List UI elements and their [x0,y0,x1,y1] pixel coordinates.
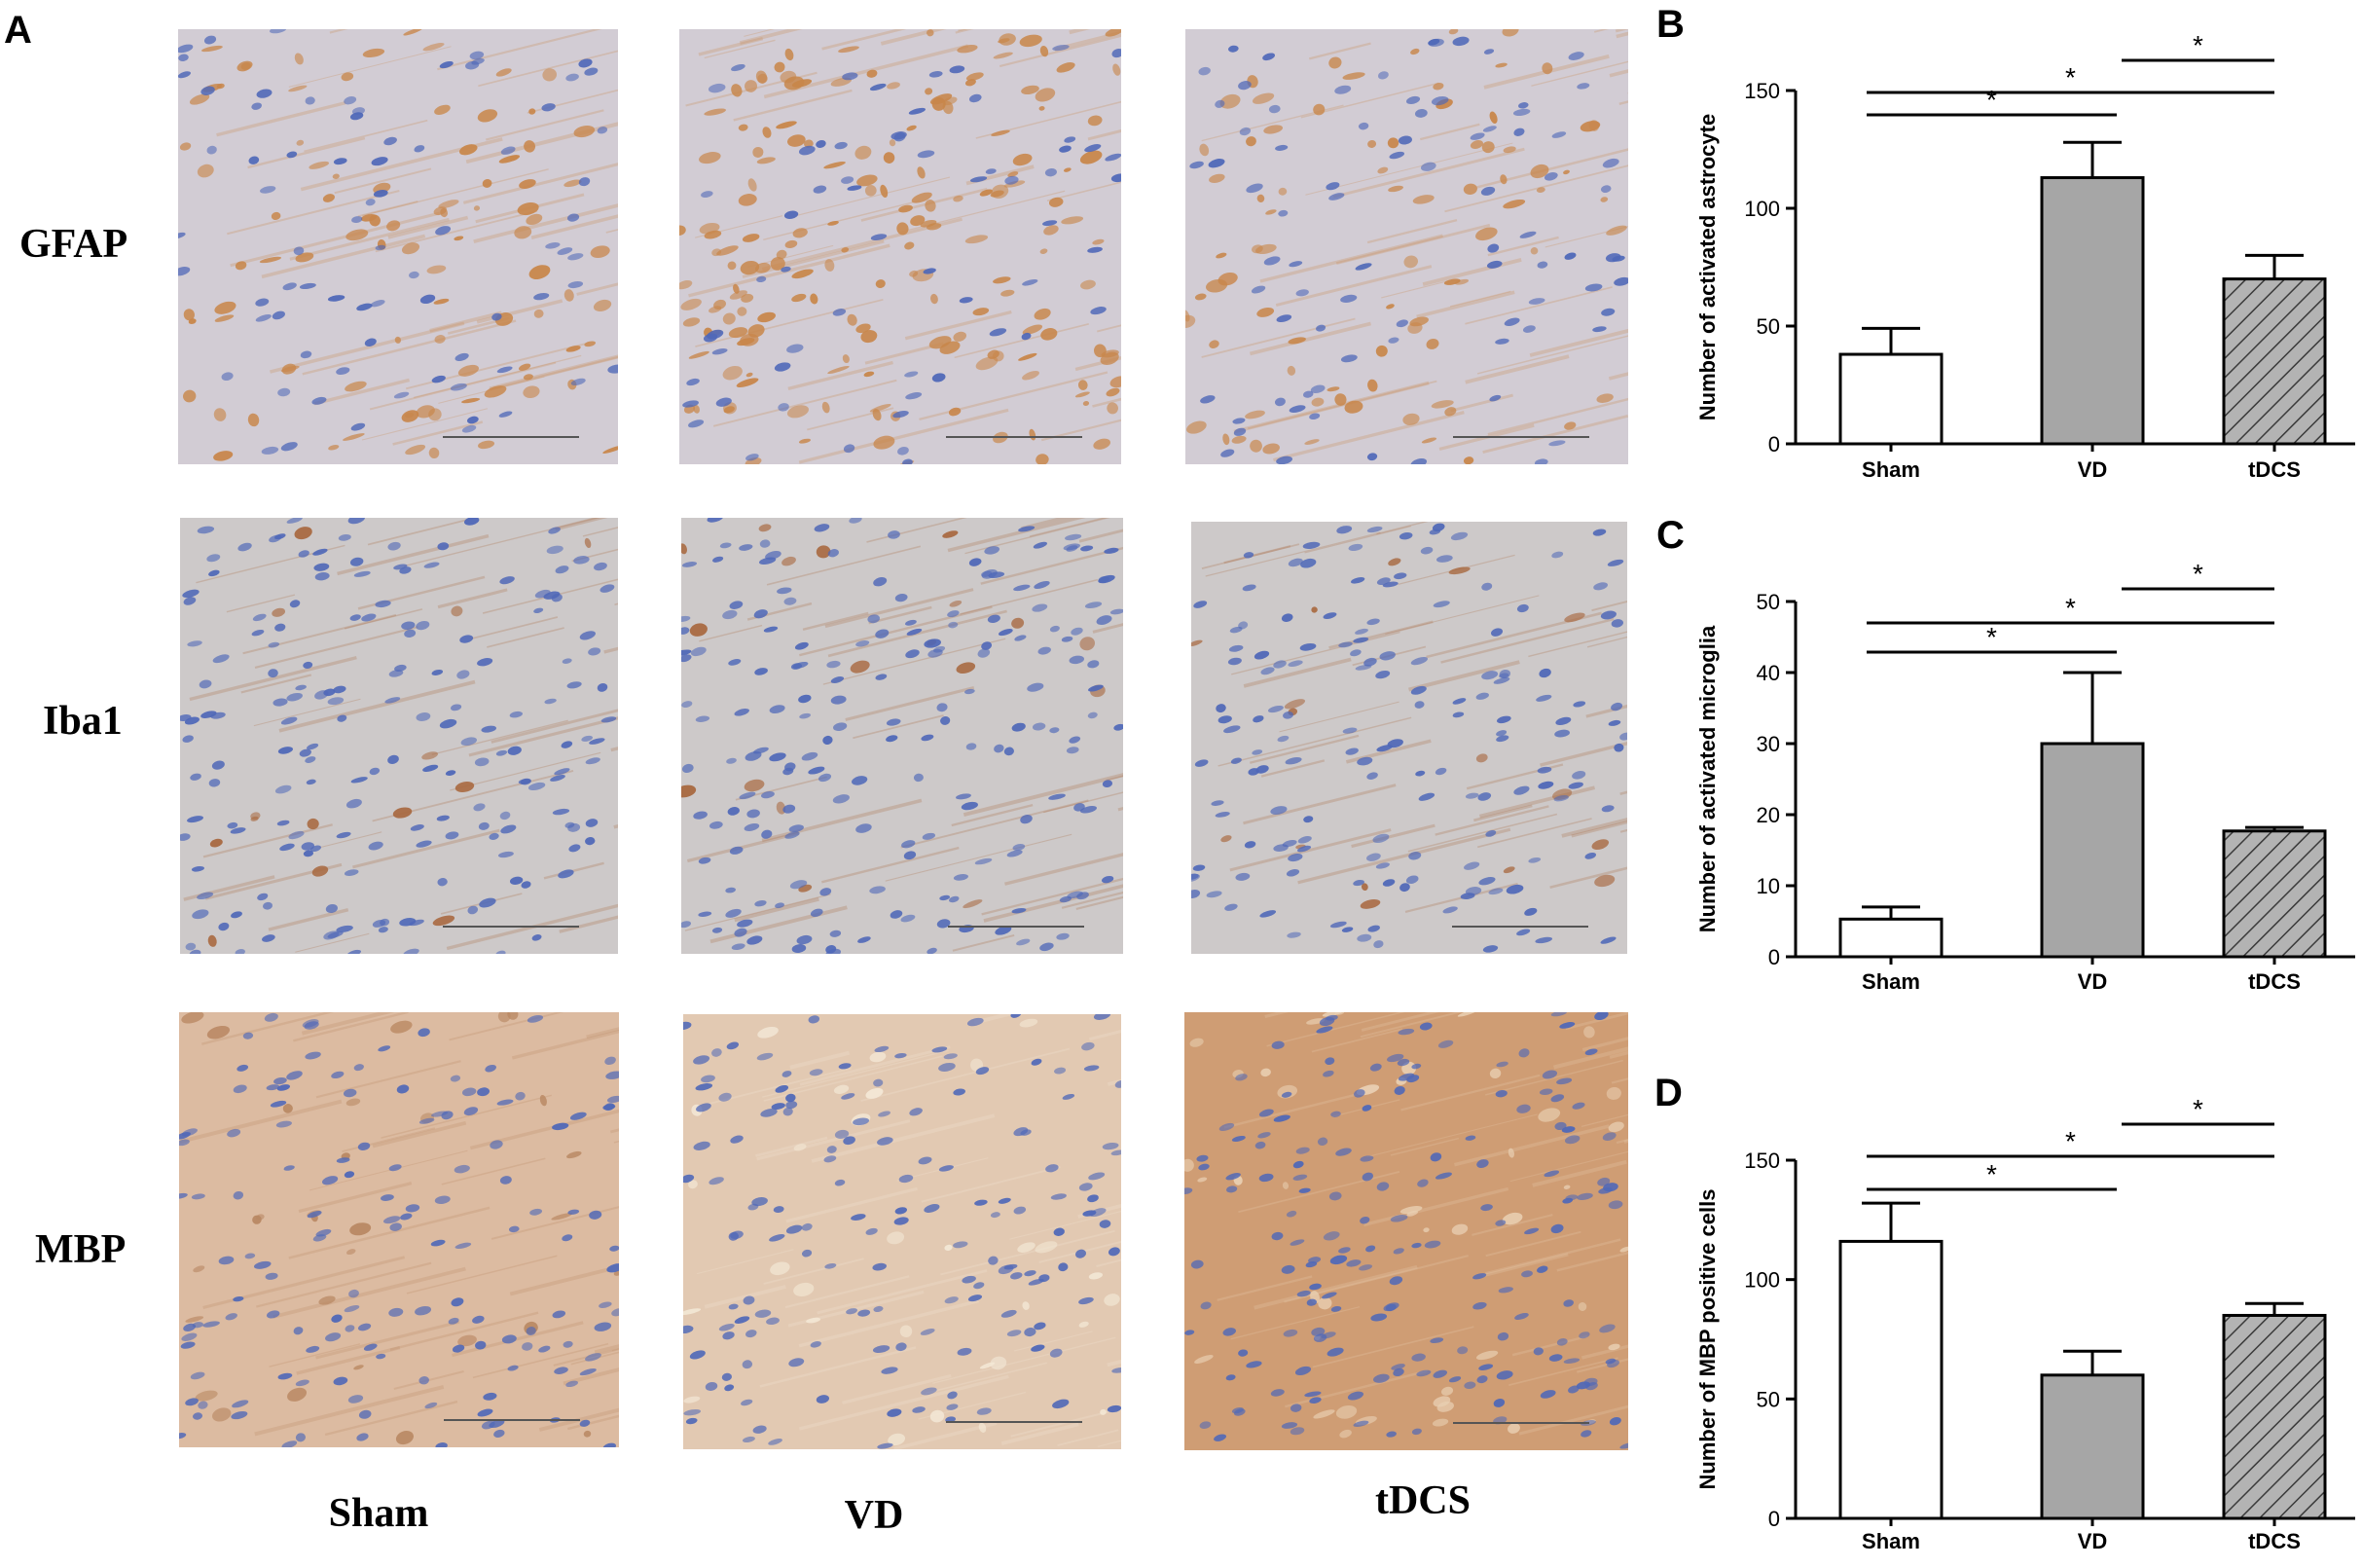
panel-a-micrographs: A GFAP Iba1 MBP Sham VD tDCS [4,9,1628,1538]
bar-vd [2040,176,2145,446]
bar-tdcs [2222,829,2327,959]
panel-letter-a: A [4,9,32,52]
significance-star: * [2065,593,2076,623]
micrograph-tile [178,29,618,464]
y-tick-label: 20 [1757,803,1780,827]
y-tick-label: 30 [1757,732,1780,756]
significance-star: * [2193,30,2203,60]
x-category-label: Sham [1862,457,1920,482]
micrograph-background [683,1014,1121,1449]
y-axis-title: Number of activated astrocyte [1695,114,1720,420]
micrograph-background [681,518,1123,954]
y-axis-title: Number of activated microglia [1695,625,1720,932]
bar-sham [1838,917,1944,959]
micrograph-tile [1191,522,1627,954]
y-tick-label: 0 [1768,432,1780,456]
x-category-label: VD [2078,1529,2108,1553]
bar-vd [2040,1373,2145,1520]
chart-c: C Number of activated microglia 0 10 20 30 40 5… [1656,514,2355,994]
significance-star: * [1986,85,1997,115]
y-tick-label: 150 [1744,1149,1780,1173]
y-tick-label: 150 [1744,79,1780,103]
significance-star: * [1986,1159,1997,1189]
significance-star: * [2065,1126,2076,1156]
significance-star: * [2193,1094,2203,1124]
micrograph-tile [1185,29,1628,464]
bar-vd [2040,742,2145,959]
bar-sham [1838,352,1944,446]
y-tick-label: 100 [1744,1268,1780,1293]
micrograph-tile [683,1014,1121,1449]
y-tick-label: 10 [1757,874,1780,898]
col-label-sham: Sham [329,1491,429,1536]
significance-star: * [1986,622,1997,652]
y-tick-label: 50 [1757,314,1780,339]
x-category-label: tDCS [2248,457,2301,482]
bar-tdcs [2222,277,2327,446]
panel-letter-d: D [1654,1072,1683,1114]
significance-star: * [2193,559,2203,589]
x-category-label: Sham [1862,1529,1920,1553]
bar-sham [1838,1239,1944,1520]
x-category-label: VD [2078,457,2108,482]
micrograph-tile [180,518,618,954]
y-tick-label: 50 [1757,590,1780,614]
panel-letter-b: B [1656,3,1685,46]
y-tick-label: 0 [1768,945,1780,969]
y-tick-label: 100 [1744,197,1780,221]
x-category-label: Sham [1862,969,1920,994]
x-category-label: VD [2078,969,2108,994]
x-category-label: tDCS [2248,969,2301,994]
y-tick-label: 0 [1768,1507,1780,1531]
y-axis-title: Number of MBP positive cells [1695,1189,1720,1490]
micrograph-tile [681,518,1123,954]
y-tick-label: 50 [1757,1387,1780,1411]
y-tick-label: 40 [1757,661,1780,685]
col-label-tdcs: tDCS [1375,1478,1471,1523]
micrograph-background [178,29,618,464]
significance-star: * [2065,62,2076,92]
x-category-label: tDCS [2248,1529,2301,1553]
micrograph-tile [179,1012,619,1447]
col-label-vd: VD [845,1493,904,1538]
panel-letter-c: C [1656,514,1685,557]
chart-b: B Number of activated astrocyte 0 50 100 150 S… [1656,3,2355,482]
micrograph-tile [1184,1012,1628,1450]
bar-tdcs [2222,1313,2327,1520]
micrograph-background [679,29,1121,464]
row-label-gfap: GFAP [19,222,127,267]
row-label-mbp: MBP [35,1227,126,1272]
micrograph-tile [679,29,1121,464]
chart-d: D Number of MBP positive cells 0 50 100 150 Sh… [1654,1072,2355,1553]
row-label-iba1: Iba1 [43,699,123,744]
